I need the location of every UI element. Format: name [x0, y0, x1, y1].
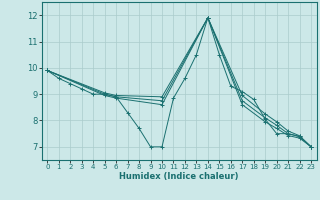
X-axis label: Humidex (Indice chaleur): Humidex (Indice chaleur) [119, 172, 239, 181]
